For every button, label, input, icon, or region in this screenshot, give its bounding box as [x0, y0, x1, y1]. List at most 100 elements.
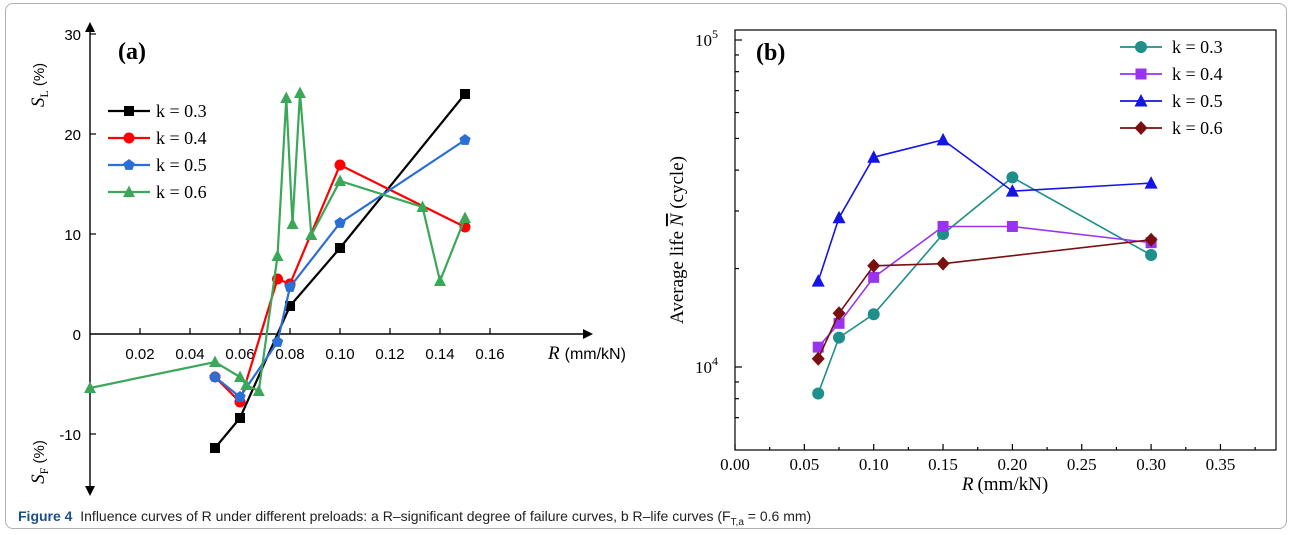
panel-b: 0.00 0.05 0.10 0.15 0.20 0.25 0.30 0.35 104105 …: [667, 27, 1277, 495]
panel-a-point-3: [252, 384, 265, 396]
panel-a-ylabel-top: SL (%): [28, 63, 51, 107]
panel-a-point-1: [334, 159, 346, 171]
panel-a-ylabel-bottom: SF (%): [28, 440, 51, 484]
panel-a-point-0: [460, 89, 470, 99]
panel-a-legend-label: k = 0.5: [156, 155, 207, 175]
panel-b-point-1: [812, 341, 824, 353]
panel-a-point-3: [240, 378, 253, 390]
panel-a-point-0: [210, 443, 220, 453]
panel-a-point-2: [284, 281, 296, 292]
svg-text:SF (%): SF (%): [28, 440, 51, 484]
panel-b-y-tick-label: 104: [695, 354, 718, 377]
panel-a-y-tick-label: 0: [73, 327, 81, 344]
panel-a-x-tick-label: 0.16: [475, 346, 504, 363]
panel-b-x-tick-label: 0.35: [1206, 455, 1236, 474]
panel-a-x-tick-label: 0.08: [275, 346, 304, 363]
panel-a-legend-label: k = 0.4: [156, 128, 207, 148]
panel-a-xlabel: R (mm/kN): [547, 343, 626, 364]
panel-a-legend-marker: [123, 132, 135, 144]
panel-b-point-1: [937, 220, 949, 232]
panel-b-series-line-1: [817, 225, 1152, 348]
figure-frame: [5, 3, 1287, 529]
panel-a-point-3: [271, 249, 284, 261]
figure-caption: Figure 4 Influence curves of R under dif…: [18, 508, 811, 528]
caption-tail: = 0.6 mm): [743, 508, 812, 524]
caption-figure-label: Figure 4: [18, 508, 73, 524]
svg-text:SL (%): SL (%): [28, 63, 51, 107]
panel-a-legend: k = 0.3 k = 0.4 k = 0.5 k = 0.6: [108, 101, 207, 202]
panel-b-point-0: [833, 331, 846, 344]
panel-a-point-3: [459, 211, 471, 223]
panel-a-y-tick-label: 10: [64, 227, 81, 244]
panel-b-x-tick-label: 0.10: [859, 455, 889, 474]
panel-b-legend-marker: [1135, 68, 1147, 80]
panel-b-point-3: [867, 258, 881, 273]
caption-subscript: T,a: [730, 516, 744, 528]
panel-b-series-line-3: [817, 238, 1152, 360]
panel-b-plot-frame: [734, 29, 1277, 451]
panel-a-x-tick-label: 0.02: [125, 346, 154, 363]
panel-a-point-0: [235, 413, 245, 423]
panel-b-legend-label: k = 0.3: [1172, 37, 1223, 57]
svg-text:Average life N (cycle): Average life N (cycle): [667, 156, 688, 324]
panel-a-point-3: [280, 91, 293, 103]
panel-b-point-3: [936, 256, 950, 271]
panel-b-point-1: [868, 271, 880, 283]
panel-b-point-1: [833, 317, 845, 329]
panel-a-y-tick-label: 20: [64, 127, 81, 144]
panel-a-point-2: [209, 371, 221, 382]
panel-a-point-3: [286, 217, 299, 229]
panel-b-y-tick-label: 105: [695, 27, 718, 50]
panel-b-point-3: [1144, 232, 1158, 247]
panel-a-point-0: [285, 301, 295, 311]
panel-b-point-3: [832, 306, 846, 321]
panel-b-series-line-2: [817, 139, 1152, 282]
panel-a-legend-label: k = 0.6: [156, 182, 207, 202]
panel-b-point-1: [1006, 220, 1018, 232]
panel-b-point-0: [1145, 249, 1158, 262]
panel-b-point-2: [936, 132, 950, 146]
panel-a-point-3: [416, 200, 429, 212]
panel-b-point-2: [811, 274, 825, 287]
panel-b-legend-label: k = 0.5: [1172, 91, 1223, 111]
panel-a-legend-marker: [124, 106, 134, 116]
panel-b-point-0: [812, 387, 825, 400]
panel-a-series-line-0: [214, 93, 466, 449]
panel-a-y-tick-label: -10: [59, 427, 81, 444]
panel-b-point-2: [1005, 184, 1019, 197]
panel-b-x-tick-label: 0.25: [1067, 455, 1097, 474]
panel-a-legend-marker: [123, 185, 135, 197]
panel-b-point-3: [811, 351, 825, 366]
panel-b-x-tick-label: 0.20: [998, 455, 1028, 474]
panel-a-point-3: [334, 174, 346, 186]
panel-a-point-2: [234, 391, 246, 402]
panel-a-point-0: [335, 243, 345, 253]
panel-a-point-3: [305, 228, 318, 240]
panel-b-legend: k = 0.3 k = 0.4 k = 0.5 k = 0.6: [1120, 37, 1223, 138]
panel-a-point-3: [84, 381, 96, 393]
panel-b-legend-marker: [1134, 94, 1148, 107]
panel-b-point-0: [867, 308, 880, 321]
panel-a-series-line-2: [214, 139, 466, 399]
panel-b-x-tick-label: 0.05: [789, 455, 819, 474]
panel-a-point-3: [234, 370, 246, 382]
panel-b-legend-marker: [1134, 121, 1148, 135]
panel-a-point-2: [271, 336, 284, 347]
panel-a: 0.02 0.04 0.06 0.08 0.10 0.12 0.14 0.16 30 20 10 0…: [28, 22, 626, 496]
panel-b-point-2: [1144, 176, 1158, 189]
panel-b-x-tick-label: 0.00: [720, 455, 750, 474]
panel-b-ylabel: Average life N (cycle): [667, 156, 688, 324]
panel-b-x-tick-label: 0.30: [1136, 455, 1166, 474]
panel-a-point-3: [294, 86, 306, 98]
panel-b-legend-label: k = 0.4: [1172, 64, 1223, 84]
panel-a-point-2: [459, 134, 471, 145]
panel-a-x-arrow: [583, 329, 593, 339]
panel-b-x-tick-label: 0.15: [928, 455, 958, 474]
panel-b-point-0: [1006, 171, 1019, 184]
panel-a-x-tick-label: 0.06: [225, 346, 254, 363]
panel-a-x-tick-label: 0.10: [325, 346, 354, 363]
panel-a-y-arrow-down: [85, 486, 95, 496]
panel-a-point-2: [334, 217, 346, 228]
panel-b-legend-label: k = 0.6: [1172, 118, 1223, 138]
